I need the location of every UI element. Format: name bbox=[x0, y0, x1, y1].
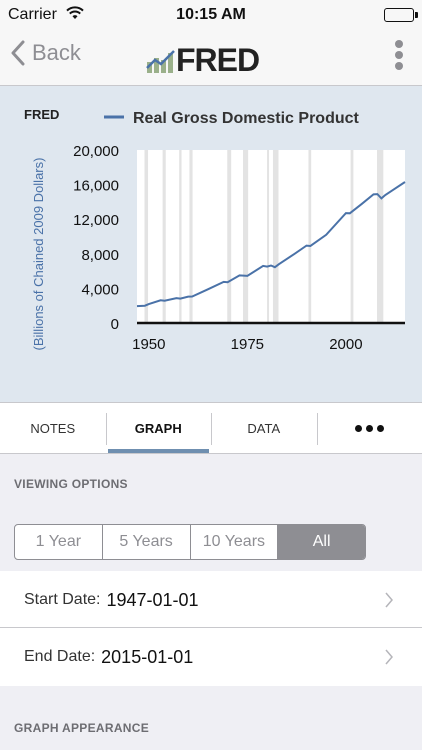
y-tick-label: 0 bbox=[111, 316, 119, 333]
tab-notes[interactable]: NOTES bbox=[30, 420, 76, 436]
recession-band bbox=[308, 150, 312, 323]
recession-band bbox=[377, 150, 384, 323]
clock: 10:15 AM bbox=[176, 6, 246, 23]
recession-band bbox=[189, 150, 193, 323]
chart-watermark: FRED bbox=[24, 107, 59, 122]
chart-logo-icon bbox=[146, 49, 175, 73]
range-all[interactable]: All bbox=[277, 525, 365, 559]
recession-band bbox=[179, 150, 182, 323]
gdp-series-line bbox=[136, 181, 406, 308]
viewing-options-heading: VIEWING OPTIONS bbox=[14, 477, 128, 491]
end-date-label: End Date: bbox=[24, 648, 96, 665]
range-1-year[interactable]: 1 Year bbox=[35, 533, 82, 550]
y-tick-label: 8,000 bbox=[81, 247, 119, 264]
row-divider bbox=[0, 627, 422, 628]
recession-band bbox=[144, 150, 149, 323]
status-bar: Carrier 10:15 AM bbox=[0, 0, 422, 30]
chevron-right-icon bbox=[385, 592, 393, 608]
tab-more[interactable] bbox=[316, 403, 422, 453]
start-date-row[interactable]: Start Date: 1947-01-01 bbox=[0, 571, 422, 629]
back-button[interactable]: Back bbox=[10, 40, 81, 66]
y-axis-label: (Billions of Chained 2009 Dollars) bbox=[31, 158, 46, 351]
end-date-value: 2015-01-01 bbox=[101, 646, 194, 667]
graph-appearance-heading: GRAPH APPEARANCE bbox=[14, 721, 150, 735]
recession-band bbox=[243, 150, 249, 323]
range-segmented-control: 1 Year 5 Years 10 Years All bbox=[14, 524, 366, 560]
end-date-row[interactable]: End Date: 2015-01-01 bbox=[0, 628, 422, 686]
wifi-icon bbox=[66, 6, 84, 25]
chevron-left-icon bbox=[11, 40, 25, 66]
x-tick-label: 1975 bbox=[231, 336, 264, 353]
recession-band bbox=[267, 150, 270, 323]
battery-icon bbox=[384, 8, 418, 22]
tab-data[interactable]: DATA bbox=[211, 403, 317, 453]
y-tick-label: 16,000 bbox=[73, 178, 119, 195]
y-tick-label: 12,000 bbox=[73, 212, 119, 229]
x-tick-label: 1950 bbox=[132, 336, 165, 353]
recession-band bbox=[227, 150, 232, 323]
plot-background bbox=[137, 150, 405, 323]
x-tick-label: 2000 bbox=[329, 336, 362, 353]
range-10-years[interactable]: 10 Years bbox=[189, 525, 278, 559]
chevron-right-icon bbox=[385, 649, 393, 665]
tab-bar: NOTES GRAPH DATA bbox=[0, 402, 422, 454]
back-label: Back bbox=[32, 40, 81, 65]
more-options-icon[interactable] bbox=[394, 40, 404, 74]
gdp-chart: FRED Real Gross Domestic Product (Billio… bbox=[24, 107, 406, 353]
logo-text: FRED bbox=[176, 42, 260, 78]
chart-panel: FRED Real Gross Domestic Product (Billio… bbox=[0, 86, 422, 402]
recession-band bbox=[162, 150, 166, 323]
y-tick-label: 20,000 bbox=[73, 143, 119, 160]
chart-title: Real Gross Domestic Product bbox=[133, 110, 360, 127]
recession-band bbox=[350, 150, 354, 323]
start-date-value: 1947-01-01 bbox=[106, 589, 199, 610]
tab-graph[interactable]: GRAPH bbox=[105, 403, 212, 453]
navigation-bar: Back FRED bbox=[0, 30, 422, 86]
recession-band bbox=[272, 150, 279, 323]
range-5-years[interactable]: 5 Years bbox=[101, 525, 190, 559]
fred-logo: FRED bbox=[146, 42, 260, 79]
y-tick-label: 4,000 bbox=[81, 281, 119, 298]
carrier-label: Carrier bbox=[8, 6, 57, 23]
start-date-label: Start Date: bbox=[24, 591, 101, 608]
more-icon bbox=[354, 424, 384, 432]
